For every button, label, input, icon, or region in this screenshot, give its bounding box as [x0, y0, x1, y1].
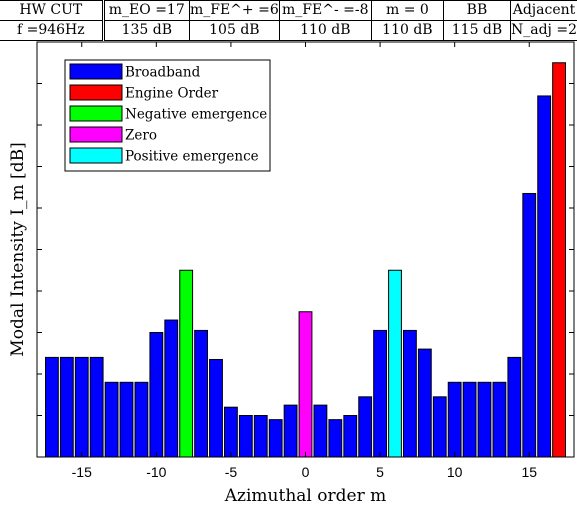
ticks-group: -15 -10 -5 0 5 10 15 — [37, 42, 574, 480]
bar — [403, 329, 417, 458]
x-tick-label: -15 — [72, 464, 92, 480]
legend-swatch — [69, 105, 123, 122]
bar — [179, 269, 194, 458]
bar — [238, 415, 253, 458]
bar — [209, 358, 223, 458]
header-cell: 135 dB — [101, 20, 190, 41]
bar — [149, 332, 164, 458]
bar — [522, 192, 537, 458]
bar — [477, 381, 492, 458]
x-tick-label: 10 — [447, 464, 463, 480]
bar — [313, 404, 328, 458]
legend-label: Broadband — [125, 65, 201, 81]
legend-swatch — [69, 126, 123, 143]
bar — [298, 311, 313, 458]
header-cell: m_FE^- =-8 — [278, 0, 372, 21]
bar — [328, 419, 343, 458]
x-tick-label: -10 — [146, 464, 166, 480]
bar — [432, 396, 447, 458]
legend-label: Engine Order — [125, 86, 219, 102]
legend-swatch — [69, 147, 123, 164]
bar — [358, 396, 373, 458]
bar — [59, 356, 74, 458]
header-cell: HW CUT — [0, 0, 104, 21]
bar — [507, 356, 522, 458]
bar — [417, 348, 432, 458]
bar — [74, 356, 89, 458]
x-tick-label: 15 — [521, 464, 537, 480]
bar — [253, 415, 268, 458]
parameter-table: HW CUT m_EO =17 m_FE^+ =6 m_FE^- =-8 m =… — [0, 0, 577, 41]
bar — [164, 319, 179, 458]
bar — [492, 381, 507, 458]
bar — [447, 381, 462, 458]
bars-group — [45, 62, 566, 458]
header-cell: 110 dB — [278, 20, 372, 41]
bar — [343, 415, 358, 458]
bar — [268, 419, 283, 458]
bar — [104, 381, 119, 458]
bar — [462, 381, 477, 458]
bar — [119, 381, 134, 458]
header-cell: 110 dB — [370, 20, 444, 41]
header-cell: N_adj =2 — [510, 20, 577, 41]
header-cell: 115 dB — [442, 20, 511, 41]
x-axis-label: Azimuthal order m — [224, 486, 386, 506]
header-cell: f =946Hz — [0, 20, 104, 41]
bar — [552, 62, 566, 458]
x-tick-label: -5 — [225, 464, 238, 480]
legend-label: Negative emergence — [125, 107, 267, 123]
bar — [45, 356, 59, 458]
bar — [89, 356, 104, 458]
y-axis-label: Modal Intensity I_m [dB] — [8, 142, 28, 356]
bar — [373, 329, 387, 458]
header-cell: m = 0 — [370, 0, 444, 21]
header-cell: m_FE^+ =6 — [188, 0, 280, 21]
legend-label: Zero — [125, 128, 157, 144]
bar — [134, 381, 149, 458]
header-cell: 105 dB — [188, 20, 280, 41]
header-cell: Adjacent — [510, 0, 577, 21]
legend-swatch — [69, 84, 123, 101]
bar — [224, 406, 238, 458]
legend-label: Positive emergence — [125, 149, 259, 165]
bar — [537, 95, 552, 458]
bar — [388, 269, 402, 458]
bar — [283, 404, 298, 458]
header-cell: BB — [442, 0, 511, 21]
bar — [194, 329, 208, 458]
legend-swatch — [69, 63, 123, 80]
header-cell: m_EO =17 — [101, 0, 190, 21]
x-tick-label: 5 — [376, 464, 384, 480]
x-tick-label: 0 — [302, 464, 310, 480]
legend: Broadband Engine Order Negative emergence Z… — [64, 59, 271, 172]
